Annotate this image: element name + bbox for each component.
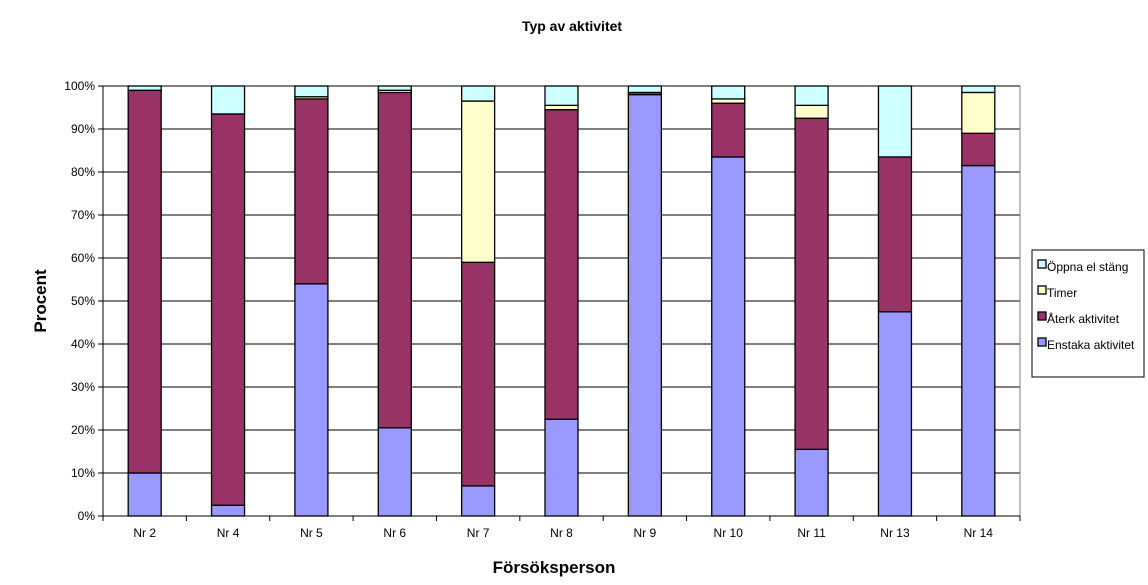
bar-segment xyxy=(961,132,996,167)
x-tick-label: Nr 14 xyxy=(964,526,994,540)
bar-segment xyxy=(877,156,913,313)
y-axis-title: Procent xyxy=(31,269,50,333)
bar-segment xyxy=(794,117,829,451)
y-tick-label: 60% xyxy=(71,251,95,265)
legend-label: Återk aktivitet xyxy=(1047,311,1120,326)
bar-segment xyxy=(961,91,996,134)
y-tick-label: 40% xyxy=(71,337,95,351)
x-axis-title: Försöksperson xyxy=(493,558,616,577)
bar-segment xyxy=(794,104,829,119)
bar-segment xyxy=(460,85,496,102)
bar-segment xyxy=(544,418,579,517)
x-tick-label: Nr 5 xyxy=(300,526,323,540)
bar-segment xyxy=(627,85,663,94)
bar-segment xyxy=(794,448,829,517)
y-tick-label: 50% xyxy=(71,294,95,308)
y-tick-label: 20% xyxy=(71,423,95,437)
legend-swatch xyxy=(1037,285,1047,295)
bar-segment xyxy=(711,156,746,517)
bar-segment xyxy=(711,85,746,100)
bar-segment xyxy=(460,100,496,263)
bar-segment xyxy=(294,98,329,285)
bar-segment xyxy=(794,85,829,107)
axes: 0% 10% 20% 30% 40% 50% 60% 70% 80% 90% 100% Nr 2 Nr … xyxy=(64,79,1021,540)
chart-title: Typ av aktivitet xyxy=(522,18,622,34)
bar-segment xyxy=(210,113,246,506)
bars xyxy=(127,85,996,517)
y-tick-label: 30% xyxy=(71,380,95,394)
x-tick-label: Nr 8 xyxy=(550,526,573,540)
y-tick-label: 70% xyxy=(71,208,95,222)
legend-box xyxy=(1031,249,1145,378)
legend-swatch xyxy=(1037,311,1047,321)
x-tick-label: Nr 9 xyxy=(634,526,657,540)
legend-swatch xyxy=(1037,259,1047,269)
x-tick-label: Nr 2 xyxy=(133,526,156,540)
x-tick-label: Nr 7 xyxy=(467,526,490,540)
bar-segment xyxy=(711,102,746,158)
y-tick-label: 0% xyxy=(78,509,96,523)
x-tick-label: Nr 6 xyxy=(383,526,406,540)
legend-label: Enstaka aktivitet xyxy=(1047,338,1135,352)
bar-segment xyxy=(127,85,162,91)
bar-segment xyxy=(127,472,162,517)
bar-segment xyxy=(377,427,412,517)
legend: Öppna el stäng Timer Återk aktivitet Enstak… xyxy=(1031,249,1145,378)
y-tick-label: 10% xyxy=(71,466,95,480)
legend-label: Timer xyxy=(1047,286,1077,300)
bar-segment xyxy=(877,85,913,158)
legend-label: Öppna el stäng xyxy=(1047,260,1128,274)
x-tick-label: Nr 4 xyxy=(217,526,240,540)
x-tick-label: Nr 11 xyxy=(797,526,826,540)
y-tick-label: 90% xyxy=(71,122,95,136)
y-tick-label: 100% xyxy=(64,79,95,93)
bar-segment xyxy=(460,485,496,517)
bar-segment xyxy=(877,311,913,517)
y-tick-label: 80% xyxy=(71,165,95,179)
bar-segment xyxy=(460,261,496,487)
bar-segment xyxy=(961,85,996,94)
bar-segment xyxy=(127,89,162,474)
bar-segment xyxy=(627,93,663,517)
bar-segment xyxy=(294,283,329,517)
x-tick-label: Nr 13 xyxy=(880,526,910,540)
bar-segment xyxy=(544,85,579,107)
bar-segment xyxy=(377,91,412,429)
bar-segment xyxy=(377,85,412,91)
x-tick-label: Nr 10 xyxy=(714,526,744,540)
bar-segment xyxy=(294,85,329,98)
bar-segment xyxy=(544,109,579,420)
bar-segment xyxy=(961,164,996,517)
bar-segment xyxy=(210,504,246,517)
legend-swatch xyxy=(1037,337,1047,347)
bar-segment xyxy=(210,85,246,115)
